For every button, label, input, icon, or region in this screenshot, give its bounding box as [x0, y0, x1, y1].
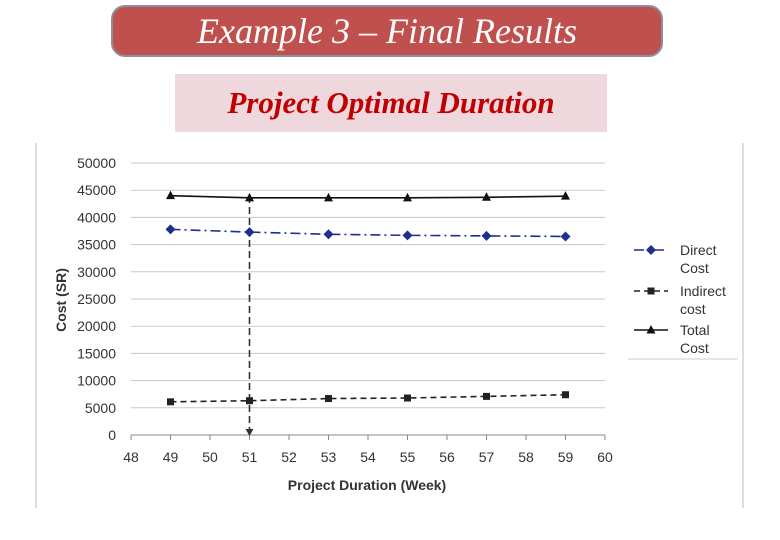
gridlines: [131, 162, 605, 409]
y-tick-label: 30000: [77, 264, 116, 280]
indirect-cost-point: [562, 391, 569, 399]
indirect-cost-point: [483, 392, 490, 400]
y-tick-label: 40000: [77, 209, 116, 225]
x-tick-label: 60: [597, 449, 613, 465]
slide-title-banner: Example 3 – Final Results: [111, 5, 663, 57]
total-cost-point: [403, 192, 412, 202]
y-tick-label: 20000: [77, 318, 116, 334]
slide-subtitle-banner: Project Optimal Duration: [175, 74, 607, 132]
y-tick-label: 50000: [77, 155, 116, 171]
direct-cost-point: [244, 227, 255, 238]
direct-cost-point: [402, 230, 413, 241]
legend-indirect-cost-marker: [647, 287, 655, 295]
slide-subtitle: Project Optimal Duration: [227, 85, 555, 120]
indirect-cost-point: [167, 398, 174, 406]
y-tick-label: 15000: [77, 345, 116, 361]
x-tick-label: 48: [123, 449, 139, 465]
legend-direct-cost-label: Direct Cost: [680, 242, 717, 276]
legend-total-cost-label: Total Cost: [680, 322, 710, 356]
indirect-cost-point: [404, 394, 411, 402]
slide-title: Example 3 – Final Results: [197, 11, 577, 51]
y-tick-label: 0: [108, 427, 116, 443]
x-tick-label: 54: [360, 449, 376, 465]
indirect-cost-point: [246, 397, 253, 405]
x-tick-label: 59: [558, 449, 574, 465]
legend-indirect-cost-label: Indirect cost: [680, 283, 726, 317]
y-tick-label: 10000: [77, 373, 116, 389]
y-tick-label: 45000: [77, 182, 116, 198]
x-tick-label: 58: [518, 449, 534, 465]
y-axis-title: Cost (SR): [53, 268, 69, 332]
x-tick-label: 51: [242, 449, 258, 465]
indirect-cost-point: [325, 395, 332, 403]
direct-cost-point: [165, 224, 176, 235]
y-tick-label: 5000: [85, 400, 116, 416]
total-cost-line: [170, 194, 566, 199]
axes: 0 5000 10000 15000 20000 25000 30000 35000 40000…: [77, 155, 613, 465]
total-cost-point: [324, 192, 333, 202]
legend: Direct Cost Indirect cost Total Cost: [628, 242, 738, 360]
x-axis-title: Project Duration (Week): [288, 477, 446, 493]
x-tick-label: 56: [439, 449, 455, 465]
total-cost-point: [561, 191, 570, 200]
x-tick-label: 53: [321, 449, 337, 465]
x-tick-label: 49: [163, 449, 179, 465]
total-cost-point: [166, 190, 175, 200]
x-tick-label: 55: [400, 449, 416, 465]
total-cost-point: [482, 192, 491, 201]
x-tick-label: 57: [479, 449, 495, 465]
direct-cost-point: [323, 229, 334, 240]
y-tick-label: 35000: [77, 237, 116, 253]
legend-direct-cost-marker: [646, 245, 656, 255]
y-tick-label: 25000: [77, 291, 116, 307]
indirect-cost-line: [170, 393, 566, 403]
x-tick-label: 52: [281, 449, 297, 465]
series-group: [165, 190, 571, 436]
direct-cost-line: [170, 228, 566, 238]
direct-cost-point: [560, 231, 571, 242]
direct-cost-point: [481, 230, 492, 241]
x-tick-label: 50: [202, 449, 218, 465]
total-cost-point: [245, 192, 254, 202]
optimal-duration-arrowhead: [245, 429, 254, 436]
legend-total-cost-marker: [646, 325, 656, 334]
